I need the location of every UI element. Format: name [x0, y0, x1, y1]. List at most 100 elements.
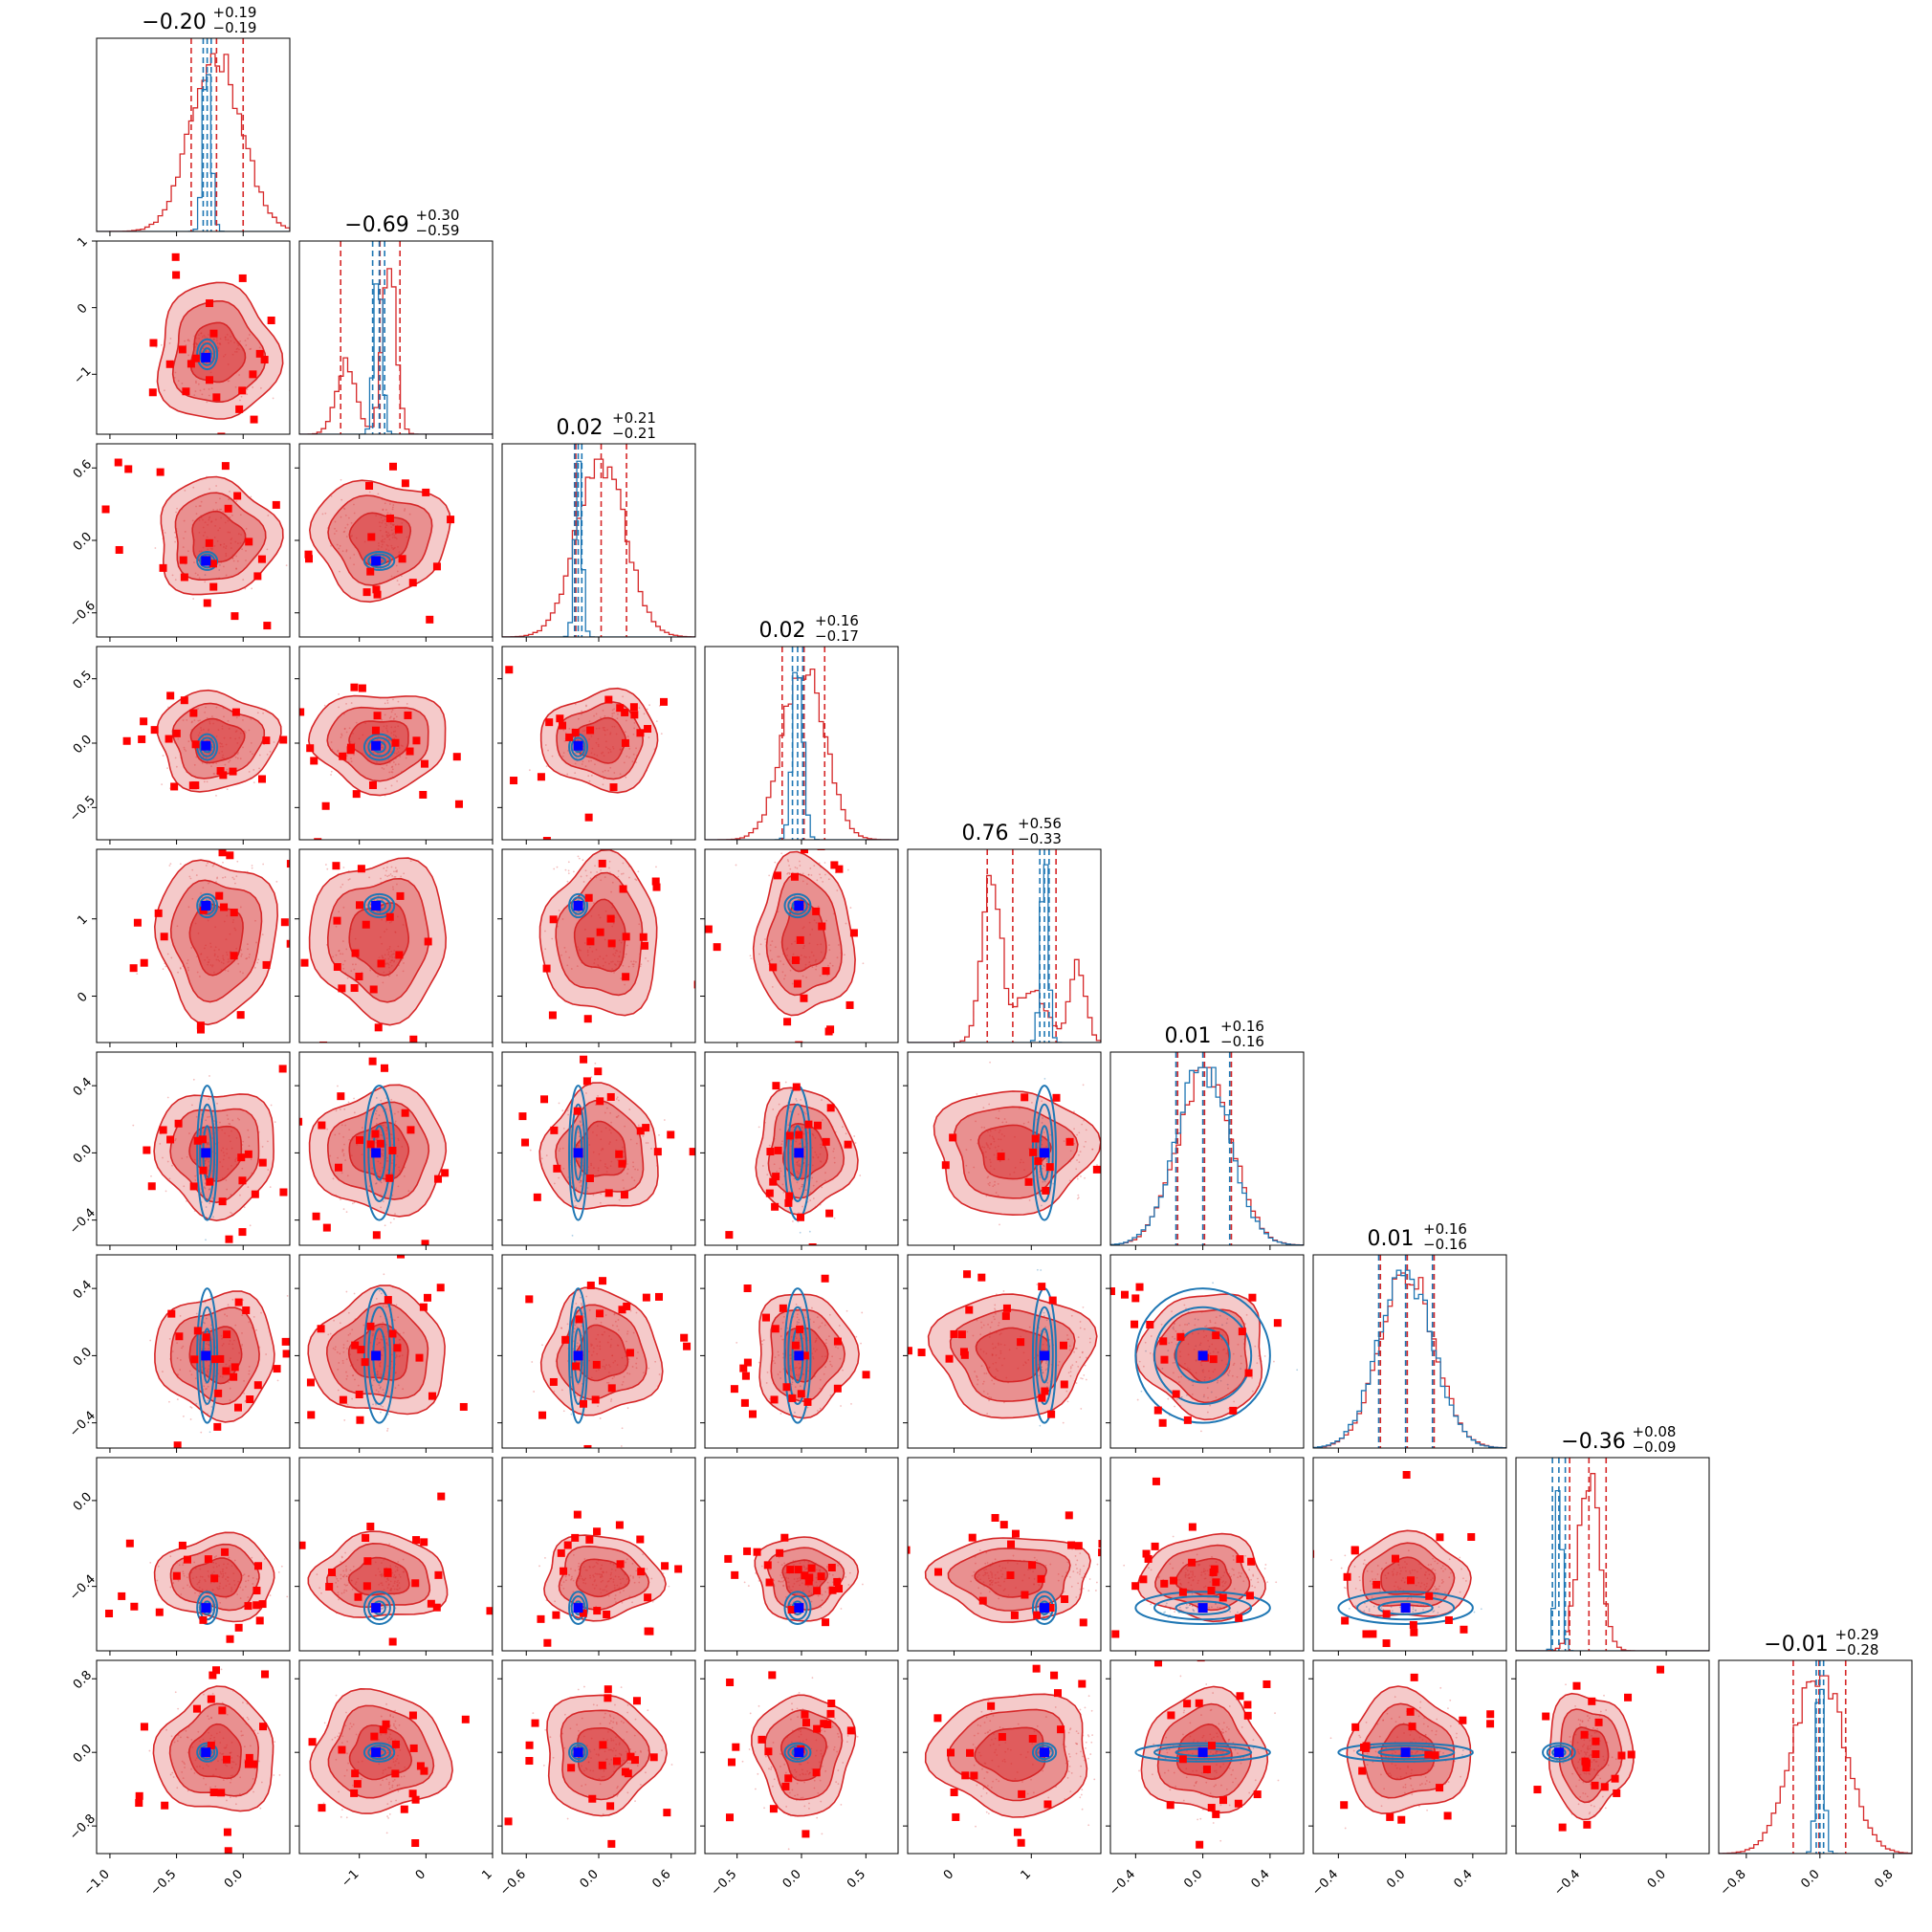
y-tick-label: −0.6 — [67, 599, 99, 630]
outlier-marker — [538, 1411, 547, 1419]
sample-point-a — [385, 509, 387, 511]
sample-point-a — [210, 520, 213, 522]
sample-point-a — [197, 708, 200, 710]
sample-point-a — [398, 551, 401, 554]
sample-point-a — [334, 527, 336, 530]
sample-point-a — [393, 959, 396, 962]
outlier-marker — [257, 775, 266, 783]
outlier-marker — [174, 1119, 183, 1128]
panel-content — [1313, 1255, 1506, 1448]
outlier-marker — [830, 861, 839, 869]
sample-point-a — [393, 737, 396, 740]
sample-point-a — [562, 1410, 565, 1413]
sample-point-a — [249, 348, 252, 351]
sample-point-a — [220, 516, 222, 519]
sample-point-a — [802, 947, 804, 950]
sample-point-a — [339, 544, 341, 547]
sample-point-a — [200, 550, 203, 553]
sample-point-a — [194, 390, 197, 392]
outlier-marker — [166, 1135, 175, 1144]
sample-point-a — [280, 1565, 283, 1568]
sample-point-a — [234, 929, 237, 932]
sample-point-a — [590, 759, 593, 762]
sample-point-a — [393, 752, 396, 755]
outlier-marker — [622, 973, 630, 981]
outlier-marker — [549, 915, 558, 924]
sample-point-a — [248, 955, 251, 958]
sample-point-a — [202, 526, 205, 529]
sample-point-a — [1167, 1397, 1170, 1400]
sample-point-a — [392, 718, 395, 720]
sample-point-a — [344, 514, 347, 516]
outlier-marker — [599, 1277, 607, 1285]
sample-point-a — [223, 715, 225, 718]
sample-point-a — [226, 334, 229, 336]
sample-point-a — [396, 779, 399, 782]
sample-point-a — [385, 536, 388, 538]
truth-marker — [1040, 1148, 1050, 1158]
sample-point-a — [387, 954, 390, 955]
sample-point-a — [587, 775, 590, 778]
outlier-marker — [138, 735, 146, 743]
sample-point-a — [207, 963, 209, 966]
sample-point-a — [202, 546, 205, 549]
outlier-marker — [1003, 1283, 1011, 1290]
sample-point-a — [196, 971, 199, 974]
outlier-marker — [621, 708, 629, 716]
sample-point-a — [388, 948, 391, 950]
outlier-marker — [1034, 1156, 1043, 1165]
sample-point-a — [556, 866, 559, 868]
panel-6-6: 0.01 +0.16−0.16 — [1312, 1220, 1507, 1453]
sample-point-a — [186, 962, 188, 965]
sample-point-a — [210, 387, 213, 390]
sample-point-a — [389, 522, 392, 525]
sample-point-a — [390, 575, 393, 578]
sample-point-a — [578, 949, 581, 952]
sample-point-a — [345, 1290, 348, 1293]
outlier-marker — [238, 386, 247, 395]
truth-marker — [573, 1148, 583, 1158]
outlier-marker — [1029, 1148, 1038, 1156]
sample-point-b — [1040, 1269, 1043, 1271]
sample-point-a — [350, 535, 353, 538]
panel-content — [129, 849, 290, 1034]
outlier-marker — [636, 1127, 645, 1135]
outlier-marker — [189, 709, 198, 717]
outlier-marker — [187, 360, 195, 368]
outlier-marker — [499, 542, 507, 550]
sample-point-a — [236, 742, 239, 744]
panel-content — [1110, 1052, 1304, 1245]
truth-marker — [794, 1350, 804, 1361]
outlier-marker — [748, 1410, 757, 1418]
outlier-marker — [1138, 1176, 1146, 1184]
sample-point-a — [791, 982, 794, 985]
sample-point-a — [355, 963, 357, 966]
sample-point-a — [199, 719, 201, 722]
outlier-marker — [338, 984, 346, 993]
sample-point-a — [384, 957, 386, 960]
sample-point-a — [784, 975, 786, 977]
sample-point-a — [567, 869, 570, 872]
outlier-marker — [191, 781, 200, 790]
sample-point-a — [561, 1109, 564, 1112]
sample-point-a — [836, 889, 839, 891]
sample-point-a — [244, 732, 247, 734]
outlier-marker — [1059, 1341, 1067, 1350]
outlier-marker — [394, 525, 403, 534]
sample-point-a — [225, 1179, 228, 1181]
panel-1-4 — [295, 848, 494, 1047]
sample-point-a — [220, 1150, 223, 1152]
panel-2-5 — [497, 1051, 696, 1250]
outlier-marker — [391, 738, 400, 747]
sample-point-a — [619, 749, 622, 751]
sample-point-a — [593, 714, 595, 717]
sample-point-b — [211, 907, 214, 910]
panel-content — [538, 849, 695, 1023]
outlier-marker — [175, 1332, 184, 1341]
sample-point-a — [353, 754, 355, 756]
outlier-marker — [263, 638, 271, 646]
sample-point-a — [234, 351, 236, 353]
outlier-marker — [788, 1394, 797, 1402]
sample-point-a — [199, 389, 202, 392]
sample-point-a — [388, 921, 391, 924]
